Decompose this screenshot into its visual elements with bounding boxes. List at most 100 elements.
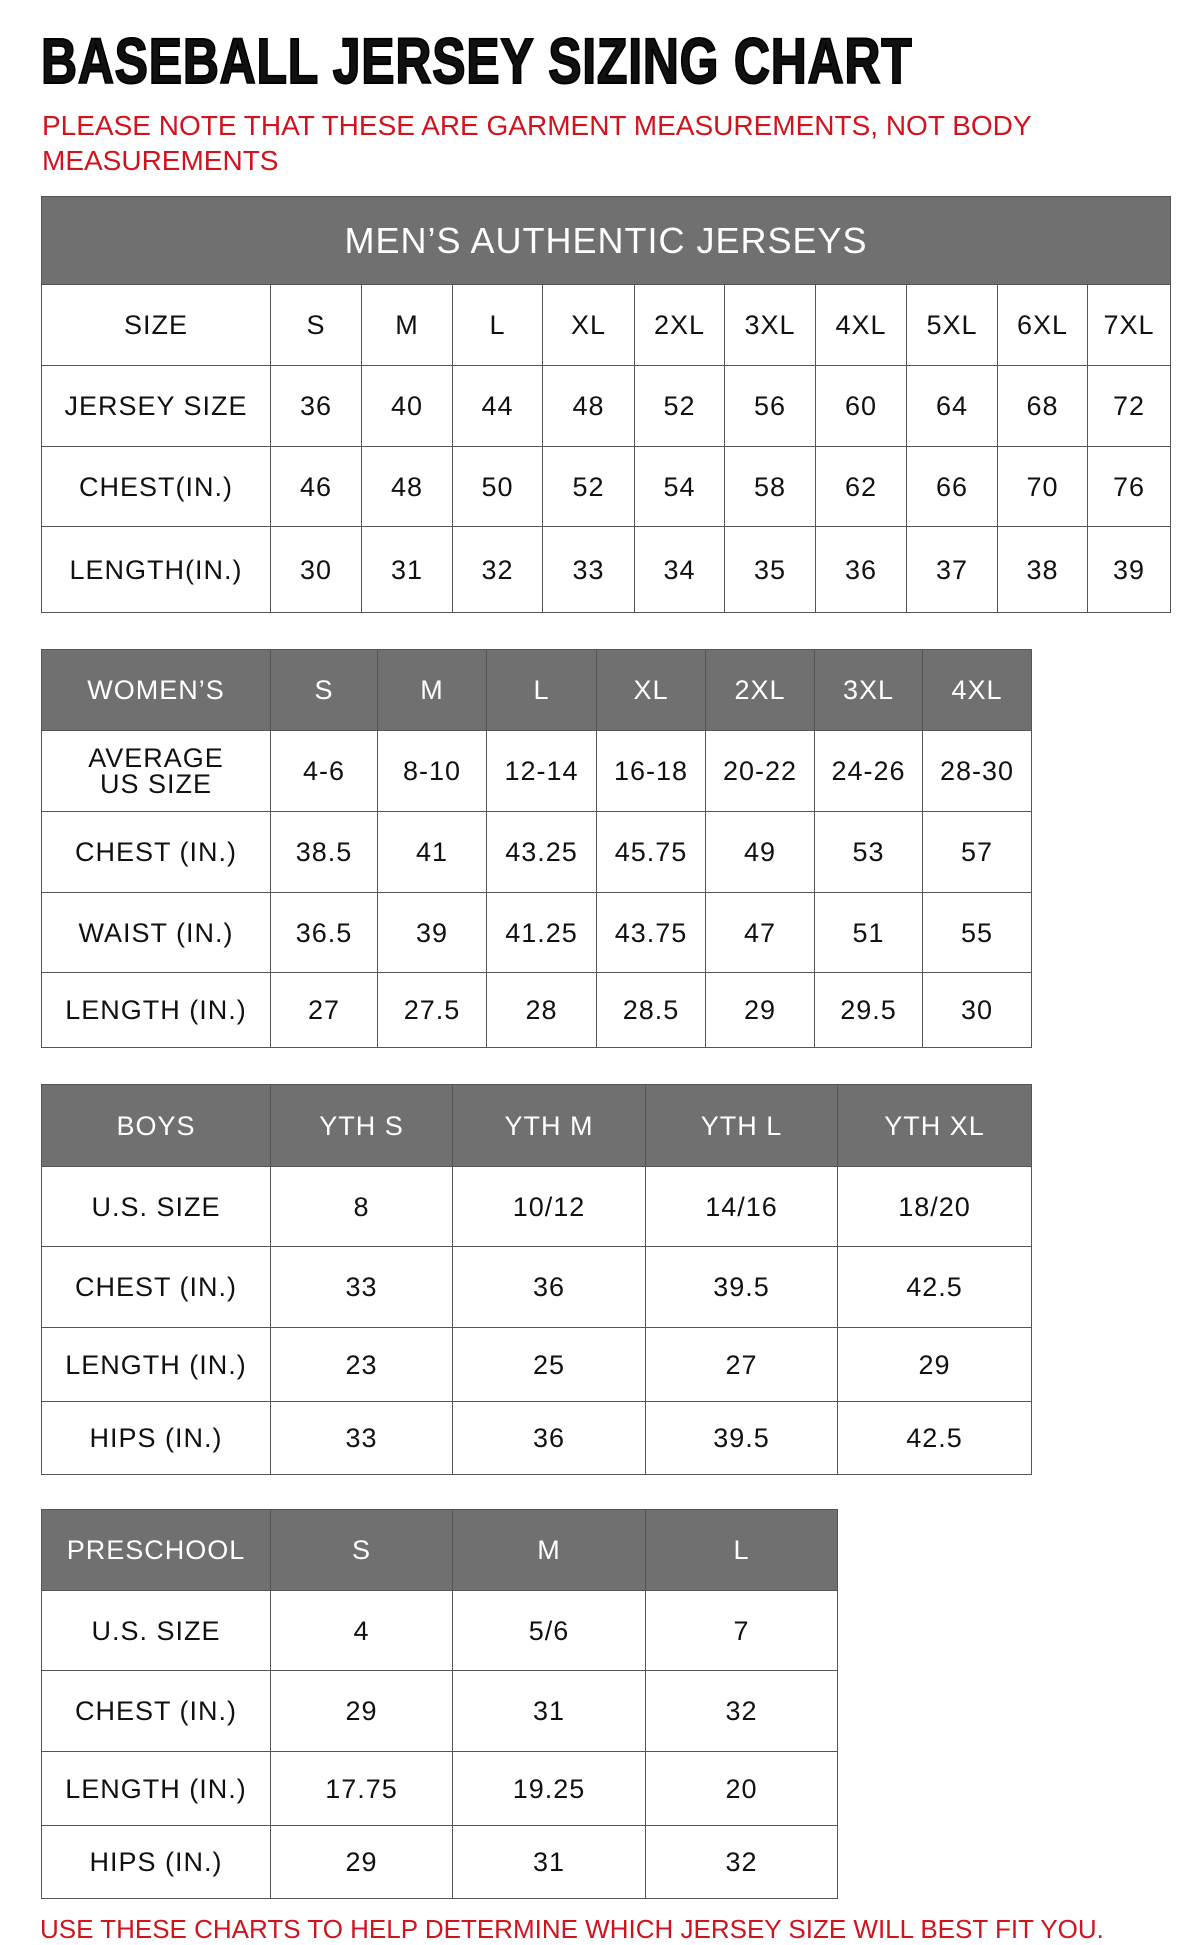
table-cell: 19.25 [452, 1751, 646, 1826]
table-cell: 57 [922, 811, 1032, 893]
table-row: HIPS (IN.) 29 31 32 [41, 1825, 838, 1899]
table-cell: 7 [645, 1590, 838, 1671]
row-label: WAIST (IN.) [41, 892, 271, 973]
table-cell: 2XL [705, 649, 815, 731]
table-cell: 4XL [815, 284, 907, 366]
table-cell: 40 [361, 365, 453, 447]
table-cell: 34 [634, 526, 725, 613]
table-cell: 7XL [1086, 284, 1172, 366]
table-cell: 42.5 [837, 1246, 1032, 1328]
table-cell: 64 [906, 365, 998, 447]
garment-note: PLEASE NOTE THAT THESE ARE GARMENT MEASU… [42, 110, 1032, 176]
row-label: LENGTH (IN.) [41, 972, 271, 1048]
table-row: CHEST (IN.) 38.5 41 43.25 45.75 49 53 57 [41, 811, 1032, 893]
header-row: BOYS YTH S YTH M YTH L YTH XL [41, 1084, 1032, 1167]
table-cell: 5XL [906, 284, 998, 366]
table-cell: 36 [270, 365, 362, 447]
table-cell: 62 [815, 446, 907, 527]
header-row: PRESCHOOL S M L [41, 1509, 838, 1591]
table-cell: 32 [452, 526, 543, 613]
table-cell: 39.5 [645, 1246, 838, 1328]
table-cell: 54 [634, 446, 725, 527]
table-row: LENGTH (IN.) 27 27.5 28 28.5 29 29.5 30 [41, 972, 1032, 1048]
table-cell: 29 [837, 1327, 1032, 1402]
table-cell: 29 [270, 1670, 453, 1752]
table-cell: 12-14 [486, 730, 597, 812]
table-cell: 3XL [814, 649, 923, 731]
table-cell: 76 [1086, 446, 1172, 527]
table-cell: 48 [361, 446, 453, 527]
table-row: HIPS (IN.) 33 36 39.5 42.5 [41, 1401, 1032, 1475]
table-cell: L [452, 284, 543, 366]
table-cell: 50 [452, 446, 543, 527]
row-label: U.S. SIZE [41, 1166, 271, 1247]
table-cell: 44 [452, 365, 543, 447]
table-cell: 55 [922, 892, 1032, 973]
preschool-size-table: PRESCHOOL S M L U.S. SIZE 4 5/6 7 CHEST (IN.) 29 3… [41, 1509, 838, 1899]
table-cell: 36 [452, 1401, 646, 1475]
table-cell: 66 [906, 446, 998, 527]
row-label: CHEST (IN.) [41, 811, 271, 893]
table-cell: 43.25 [486, 811, 597, 893]
table-row: LENGTH (IN.) 17.75 19.25 20 [41, 1751, 838, 1826]
table-row: WAIST (IN.) 36.5 39 41.25 43.75 47 51 55 [41, 892, 1032, 973]
table-cell: 31 [452, 1670, 646, 1752]
table-row: CHEST (IN.) 29 31 32 [41, 1670, 838, 1752]
row-label: CHEST (IN.) [41, 1246, 271, 1328]
table-cell: 32 [645, 1670, 838, 1752]
table-cell: 29.5 [814, 972, 923, 1048]
table-cell: 36 [452, 1246, 646, 1328]
row-label: LENGTH (IN.) [41, 1327, 271, 1402]
table-cell: YTH M [452, 1084, 646, 1167]
table-cell: YTH S [270, 1084, 453, 1167]
row-label: BOYS [41, 1084, 271, 1167]
table-cell: 18/20 [837, 1166, 1032, 1247]
table-cell: YTH L [645, 1084, 838, 1167]
row-label: CHEST(IN.) [41, 446, 271, 527]
table-cell: 52 [634, 365, 725, 447]
table-cell: 8-10 [377, 730, 487, 812]
table-cell: S [270, 649, 378, 731]
table-row: JERSEY SIZE 36 40 44 48 52 56 60 64 68 72 [41, 365, 1172, 447]
table-caption: MEN’S AUTHENTIC JERSEYS [40, 196, 1172, 285]
table-cell: L [486, 649, 597, 731]
table-cell: 31 [361, 526, 453, 613]
table-cell: 27.5 [377, 972, 487, 1048]
table-cell: 51 [814, 892, 923, 973]
table-cell: 31 [452, 1825, 646, 1899]
table-cell: 47 [705, 892, 815, 973]
table-cell: XL [596, 649, 706, 731]
table-cell: 36 [815, 526, 907, 613]
table-cell: M [361, 284, 453, 366]
table-cell: 49 [705, 811, 815, 893]
mens-size-table: MEN’S AUTHENTIC JERSEYS SIZE S M L XL 2XL 3XL 4X… [40, 196, 1172, 613]
table-cell: 37 [906, 526, 998, 613]
row-label: U.S. SIZE [41, 1590, 271, 1671]
table-cell: 38 [997, 526, 1088, 613]
table-cell: S [270, 284, 362, 366]
row-label: CHEST (IN.) [41, 1670, 271, 1752]
table-row: LENGTH(IN.) 30 31 32 33 34 35 36 37 38 39 [41, 526, 1172, 613]
table-cell: 39 [377, 892, 487, 973]
footer-note: USE THESE CHARTS TO HELP DETERMINE WHICH… [40, 1914, 1104, 1944]
table-cell: 56 [724, 365, 816, 447]
row-label: SIZE [41, 284, 271, 366]
table-row: LENGTH (IN.) 23 25 27 29 [41, 1327, 1032, 1402]
table-cell: 24-26 [814, 730, 923, 812]
table-cell: 33 [542, 526, 635, 613]
table-row: AVERAGE US SIZE 4-6 8-10 12-14 16-18 20-22 24-… [41, 730, 1032, 812]
table-cell: 27 [645, 1327, 838, 1402]
table-row: CHEST(IN.) 46 48 50 52 54 58 62 66 70 76 [41, 446, 1172, 527]
table-cell: 20-22 [705, 730, 815, 812]
row-label: JERSEY SIZE [41, 365, 271, 447]
table-cell: 48 [542, 365, 635, 447]
row-label: HIPS (IN.) [41, 1401, 271, 1475]
table-cell: 28-30 [922, 730, 1032, 812]
table-cell: 72 [1086, 365, 1172, 447]
table-cell: 4 [270, 1590, 453, 1671]
row-label: AVERAGE US SIZE [41, 730, 271, 812]
womens-size-table: WOMEN’S S M L XL 2XL 3XL 4XL AVERAGE US SIZE 4-6 8… [41, 649, 1032, 1048]
boys-size-table: BOYS YTH S YTH M YTH L YTH XL U.S. SIZE 8 10/12… [41, 1084, 1032, 1475]
table-cell: 10/12 [452, 1166, 646, 1247]
table-cell: 35 [724, 526, 816, 613]
